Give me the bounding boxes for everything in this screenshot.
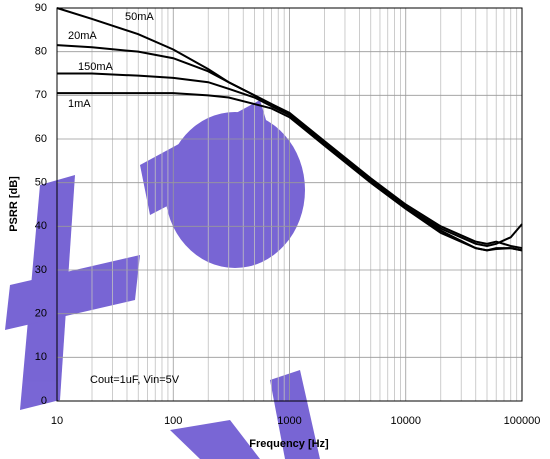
- y-tick-label: 0: [41, 395, 47, 407]
- x-tick-label: 1000: [277, 415, 301, 427]
- x-tick-label: 10: [51, 415, 63, 427]
- plot-frame: [56, 7, 523, 402]
- watermark-shape: [5, 255, 140, 330]
- x-tick-label: 100000: [504, 415, 541, 427]
- series-label: 20mA: [68, 30, 97, 42]
- y-tick-label: 90: [35, 2, 47, 14]
- y-tick-label: 10: [35, 351, 47, 363]
- y-axis-title: PSRR [dB]: [8, 176, 20, 232]
- y-tick-label: 70: [35, 89, 47, 101]
- series-label: 1mA: [68, 98, 91, 110]
- y-tick-label: 60: [35, 133, 47, 145]
- y-tick-label: 30: [35, 264, 47, 276]
- watermark-shape: [165, 112, 305, 268]
- y-tick-label: 80: [35, 46, 47, 58]
- series-label: 150mA: [78, 61, 114, 73]
- watermark-shape: [270, 370, 320, 459]
- y-tick-label: 20: [35, 308, 47, 320]
- y-tick-label: 50: [35, 177, 47, 189]
- annotation: Cout=1uF, Vin=5V: [90, 374, 180, 386]
- watermark-shape: [170, 420, 260, 459]
- series-line: [56, 44, 523, 250]
- x-axis-title: Frequency [Hz]: [249, 438, 329, 450]
- y-tick-label: 40: [35, 220, 47, 232]
- series-line: [57, 92, 523, 252]
- watermark: [5, 100, 320, 459]
- series-label: 50mA: [125, 11, 154, 23]
- x-tick-label: 10000: [390, 415, 421, 427]
- x-tick-label: 100: [164, 415, 182, 427]
